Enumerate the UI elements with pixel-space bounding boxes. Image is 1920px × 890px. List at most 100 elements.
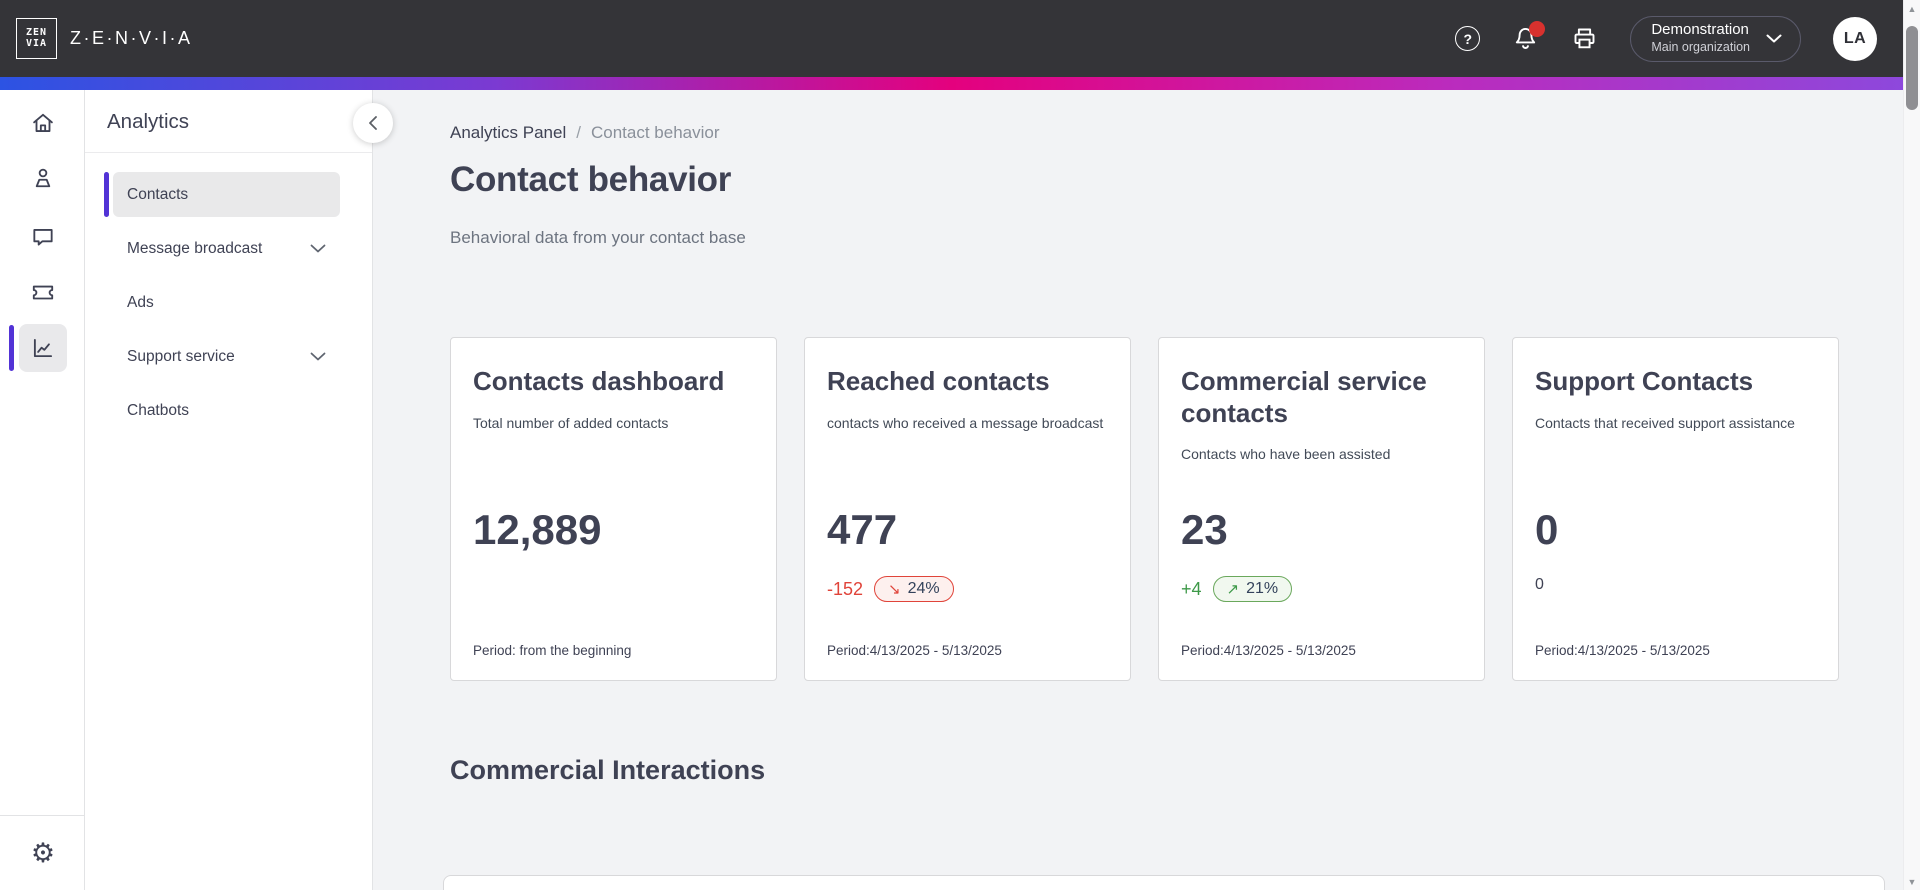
card-delta-row: +4 ↗ 21% — [1181, 576, 1293, 602]
card-title: Reached contacts — [827, 366, 1050, 396]
card-description: Contacts who have been assisted — [1181, 446, 1391, 463]
rail-item-analytics[interactable] — [19, 324, 67, 372]
chevron-down-icon — [1766, 34, 1782, 43]
brand-gradient-bar — [0, 77, 1903, 90]
card-title: Commercial service contacts — [1181, 366, 1427, 428]
sidebar-menu: Contacts Message broadcast Ads Support s… — [85, 172, 372, 442]
metric-cards: Contacts dashboard Total number of added… — [450, 337, 1839, 681]
trend-badge: ↘ 24% — [874, 576, 954, 602]
avatar[interactable]: LA — [1833, 16, 1877, 61]
topbar: ZEN VIA Z·E·N·V·I·A ? — [0, 0, 1903, 77]
trend-percent: 21% — [1246, 580, 1279, 597]
rail-item-home[interactable] — [19, 99, 67, 147]
analytics-sidebar: Analytics Contacts Message broadcast Ads… — [85, 90, 373, 890]
analytics-icon — [33, 338, 53, 358]
card-value: 12,889 — [473, 506, 602, 553]
sidebar-item-label: Message broadcast — [127, 239, 263, 257]
home-icon — [33, 113, 53, 132]
org-type: Main organization — [1651, 40, 1750, 55]
card-description: contacts who received a message broadcas… — [827, 414, 1104, 431]
card-value: 0 — [1535, 506, 1559, 553]
organization-selector[interactable]: Demonstration Main organization — [1630, 15, 1801, 62]
card-support-contacts: Support Contacts Contacts that received … — [1512, 337, 1839, 681]
logo-row-top: ZEN — [25, 27, 48, 38]
trend-percent: 24% — [907, 580, 940, 597]
rail-item-settings[interactable]: ⚙ — [19, 829, 67, 877]
chevron-down-icon — [310, 352, 326, 361]
rail-active-indicator — [9, 325, 14, 371]
notifications-button[interactable] — [1512, 21, 1546, 52]
card-reached-contacts: Reached contacts contacts who received a… — [804, 337, 1131, 681]
notification-dot — [1529, 21, 1546, 37]
person-icon — [35, 168, 51, 188]
printer-icon — [1574, 28, 1595, 49]
sidebar-item-support-service[interactable]: Support service — [113, 334, 340, 379]
sidebar-active-indicator — [104, 172, 109, 217]
trend-down-icon: ↘ — [888, 581, 901, 598]
card-delta-row: 0 — [1535, 576, 1544, 594]
rail-item-contacts[interactable] — [19, 154, 67, 202]
rail-item-tickets[interactable] — [19, 268, 67, 316]
help-icon: ? — [1455, 26, 1481, 51]
sidebar-item-label: Ads — [127, 293, 154, 311]
card-commercial-service-contacts: Commercial service contacts Contacts who… — [1158, 337, 1485, 681]
section-title: Commercial Interactions — [450, 755, 766, 785]
rail-divider — [0, 815, 85, 816]
card-period: Period: from the beginning — [473, 643, 632, 658]
help-button[interactable]: ? — [1455, 26, 1481, 51]
scroll-down-arrow[interactable]: ▼ — [1907, 877, 1917, 887]
chevron-down-icon — [310, 244, 326, 253]
print-button[interactable] — [1571, 25, 1598, 52]
delta-value: -152 — [827, 578, 864, 599]
sidebar-item-chatbots[interactable]: Chatbots — [113, 388, 340, 433]
card-title: Contacts dashboard — [473, 366, 725, 396]
sidebar-item-contacts[interactable]: Contacts — [104, 172, 340, 217]
card-value: 23 — [1181, 506, 1228, 553]
topbar-actions: ? Demonstration Main organiza — [1455, 15, 1877, 62]
org-name: Demonstration — [1651, 21, 1749, 39]
logo-row-bottom: VIA — [25, 37, 48, 49]
sidebar-item-label: Support service — [127, 347, 235, 365]
sidebar-item-ads[interactable]: Ads — [113, 280, 340, 325]
breadcrumb: Analytics Panel / Contact behavior — [450, 123, 720, 143]
sidebar-divider — [85, 152, 372, 153]
scroll-up-arrow[interactable]: ▲ — [1907, 4, 1917, 14]
brand-name: Z·E·N·V·I·A — [70, 28, 193, 48]
icon-rail: ⚙ — [0, 90, 85, 890]
card-title: Support Contacts — [1535, 366, 1754, 396]
zenvia-logo-icon: ZEN VIA — [16, 18, 57, 59]
rail-item-conversations[interactable] — [19, 213, 67, 261]
organization-info: Demonstration Main organization — [1651, 21, 1750, 55]
chevron-left-icon — [369, 116, 377, 130]
breadcrumb-current: Contact behavior — [590, 123, 720, 142]
commercial-interactions-panel — [443, 875, 1885, 890]
page-subtitle: Behavioral data from your contact base — [450, 228, 746, 247]
card-description: Contacts that received support assistanc… — [1535, 414, 1795, 431]
delta-value: +4 — [1181, 578, 1202, 599]
collapse-sidebar-button[interactable] — [353, 103, 393, 143]
breadcrumb-analytics-panel[interactable]: Analytics Panel — [450, 123, 567, 142]
trend-badge: ↗ 21% — [1212, 576, 1293, 602]
scrollbar-thumb[interactable] — [1906, 26, 1918, 110]
card-period: Period:4/13/2025 - 5/13/2025 — [1181, 643, 1356, 658]
sidebar-item-label: Contacts — [127, 185, 189, 203]
sidebar-title: Analytics — [107, 110, 190, 133]
gear-icon: ⚙ — [30, 837, 56, 868]
delta-value: 0 — [1535, 576, 1544, 593]
card-period: Period:4/13/2025 - 5/13/2025 — [827, 643, 1002, 658]
chat-icon — [33, 229, 53, 246]
card-delta-row: -152 ↘ 24% — [827, 576, 954, 602]
breadcrumb-separator: / — [576, 123, 581, 142]
trend-up-icon: ↗ — [1226, 581, 1240, 598]
ticket-icon — [32, 285, 54, 300]
card-period: Period:4/13/2025 - 5/13/2025 — [1535, 643, 1710, 658]
card-contacts-dashboard: Contacts dashboard Total number of added… — [450, 337, 777, 681]
page-scrollbar[interactable]: ▲ ▼ — [1903, 0, 1920, 890]
card-value: 477 — [827, 506, 898, 553]
page-title: Contact behavior — [450, 160, 732, 199]
sidebar-item-message-broadcast[interactable]: Message broadcast — [113, 226, 340, 271]
brand[interactable]: ZEN VIA Z·E·N·V·I·A — [16, 18, 192, 59]
card-description: Total number of added contacts — [473, 414, 669, 431]
main-content: Analytics Panel / Contact behavior Conta… — [373, 90, 1903, 890]
